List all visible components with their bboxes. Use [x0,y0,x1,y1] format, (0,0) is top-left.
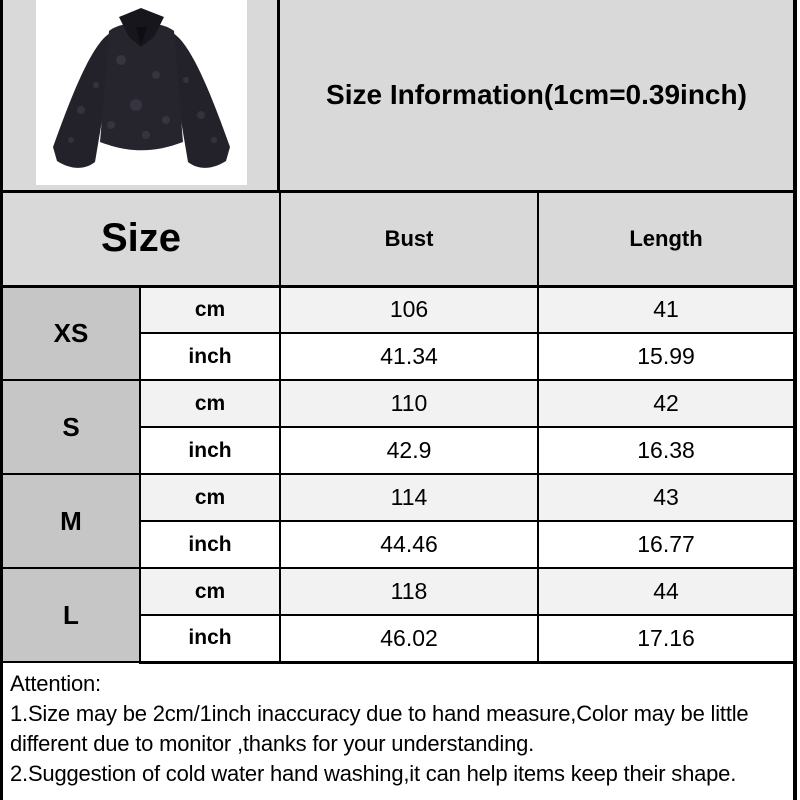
value-m-length-inch: 16.77 [537,520,794,569]
value-l-length-cm: 44 [537,567,794,616]
value-xs-length-inch: 15.99 [537,332,794,381]
table-header-row: Size Bust Length [3,193,794,288]
value-m-length-cm: 43 [537,473,794,522]
value-s-bust-cm: 110 [279,379,540,428]
value-m-bust-inch: 44.46 [279,520,540,569]
column-header-length: Length [537,193,794,288]
value-s-length-inch: 16.38 [537,426,794,475]
size-table: Size Bust Length XS cm 106 41 inch 41.34… [3,193,794,664]
attention-heading: Attention: [10,670,101,696]
top-banner: Size Information(1cm=0.39inch) [3,0,793,193]
table-row-xs-cm: XS cm 106 41 [3,285,794,381]
size-label-m: M [3,473,141,569]
value-l-length-inch: 17.16 [537,614,794,664]
unit-label-cm: cm [138,285,282,334]
value-l-bust-cm: 118 [279,567,540,616]
value-s-bust-inch: 42.9 [279,426,540,475]
page-title: Size Information(1cm=0.39inch) [326,79,747,110]
value-m-bust-cm: 114 [279,473,540,522]
column-header-size: Size [3,193,282,288]
unit-label-inch: inch [140,614,282,664]
blouse-graphic [53,8,230,168]
unit-label-inch: inch [140,426,282,475]
unit-label-cm: cm [138,379,282,428]
table-row-s-cm: S cm 110 42 [3,379,794,475]
table-row-l-inch: inch 46.02 17.16 [3,614,794,664]
table-row-xs-inch: inch 41.34 15.99 [3,332,794,381]
attention-line-2: different due to monitor ,thanks for you… [10,730,535,756]
value-s-length-cm: 42 [537,379,794,428]
title-cell: Size Information(1cm=0.39inch) [280,0,793,190]
size-label-xs: XS [3,285,141,381]
size-label-s: S [3,379,141,475]
column-header-bust: Bust [279,193,540,288]
unit-label-inch: inch [140,520,282,569]
product-photo [36,0,247,185]
value-l-bust-inch: 46.02 [279,614,540,664]
attention-line-1: 1.Size may be 2cm/1inch inaccuracy due t… [10,700,749,726]
table-row-m-cm: M cm 114 43 [3,473,794,569]
lace-texture [68,55,217,143]
unit-label-cm: cm [138,567,282,616]
product-photo-cell [3,0,280,190]
value-xs-bust-cm: 106 [279,285,540,334]
attention-note: Attention: 1.Size may be 2cm/1inch inacc… [3,663,793,789]
value-xs-length-cm: 41 [537,285,794,334]
table-row-s-inch: inch 42.9 16.38 [3,426,794,475]
size-label-l: L [3,567,141,663]
table-row-m-inch: inch 44.46 16.77 [3,520,794,569]
value-xs-bust-inch: 41.34 [279,332,540,381]
table-row-l-cm: L cm 118 44 [3,567,794,663]
unit-label-inch: inch [140,332,282,381]
unit-label-cm: cm [138,473,282,522]
attention-line-3: 2.Suggestion of cold water hand washing,… [10,760,737,786]
